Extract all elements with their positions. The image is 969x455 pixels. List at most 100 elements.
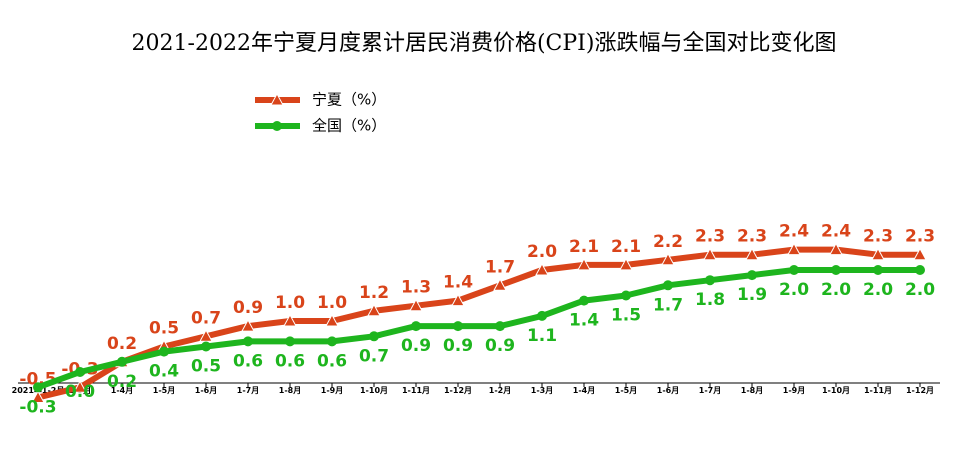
point-marker <box>73 380 87 393</box>
point-marker <box>75 367 85 377</box>
x-tick-label: 1-12月 <box>444 386 472 395</box>
x-tick-label: 1-8月 <box>279 386 301 395</box>
data-label: 1.1 <box>527 326 557 346</box>
data-label: 0.6 <box>233 351 263 371</box>
data-label: 1.3 <box>401 278 431 298</box>
point-marker <box>33 382 43 393</box>
x-tick-label: 1-7月 <box>699 386 721 395</box>
x-tick-label: 1-9月 <box>321 386 343 395</box>
x-tick-label: 1-6月 <box>657 386 679 395</box>
point-marker <box>621 290 631 301</box>
point-marker <box>705 275 715 286</box>
point-marker <box>619 257 633 271</box>
data-label: 0.9 <box>401 336 431 356</box>
series-line <box>36 267 920 391</box>
data-label: 1.0 <box>275 293 305 313</box>
data-label: 1.0 <box>317 293 347 313</box>
data-label: 1.9 <box>737 285 767 305</box>
x-tick-label: 1-12月 <box>906 386 934 395</box>
data-label: 2.0 <box>527 242 557 262</box>
point-marker <box>535 262 549 276</box>
series-line <box>37 246 920 401</box>
point-marker <box>745 247 759 261</box>
data-label: 1.4 <box>443 273 473 293</box>
x-tick-label: 1-3月 <box>531 386 553 395</box>
x-tick-label: 1-5月 <box>615 386 637 395</box>
data-label: 2.4 <box>821 222 851 242</box>
data-label: 1.8 <box>695 290 725 310</box>
point-marker <box>272 121 282 131</box>
point-marker <box>493 278 507 291</box>
point-marker <box>325 313 339 327</box>
point-marker <box>285 336 295 347</box>
point-marker <box>831 265 841 275</box>
data-label: 1.2 <box>359 283 389 303</box>
data-label: 1.7 <box>653 295 683 315</box>
point-marker <box>411 321 421 332</box>
point-marker <box>829 242 843 256</box>
point-marker <box>873 265 883 275</box>
x-tick-label: 1-5月 <box>153 386 175 395</box>
point-marker <box>117 356 127 367</box>
data-label: 2.3 <box>695 227 725 247</box>
legend-label: 全国（%） <box>312 117 386 135</box>
point-marker <box>451 293 465 307</box>
chart-title: 2021-2022年宁夏月度累计居民消费价格(CPI)涨跌幅与全国对比变化图 <box>132 31 837 56</box>
x-tick-label: 1-10月 <box>360 386 388 395</box>
point-marker <box>663 280 673 291</box>
point-marker <box>409 298 423 312</box>
data-label: 0.7 <box>191 308 221 328</box>
data-label: 2.2 <box>653 232 683 252</box>
point-marker <box>453 321 463 332</box>
legend-label: 宁夏（%） <box>312 91 386 109</box>
data-label: 2.1 <box>611 237 641 257</box>
x-tick-label: 1-4月 <box>573 386 595 395</box>
x-tick-label: 1-10月 <box>822 386 850 395</box>
data-label: 0.4 <box>149 362 179 382</box>
data-label: 2.3 <box>905 227 935 247</box>
data-label: 1.5 <box>611 306 641 326</box>
data-label: 0.9 <box>443 336 473 356</box>
data-label: 0.6 <box>275 351 305 371</box>
x-tick-label: 1-6月 <box>195 386 217 395</box>
point-marker <box>201 341 211 352</box>
point-marker <box>241 319 255 332</box>
data-label: 0.2 <box>107 372 137 392</box>
data-label: 0.0 <box>65 382 95 402</box>
data-label: 1.7 <box>485 257 515 277</box>
data-label: 2.3 <box>737 227 767 247</box>
data-label: 1.4 <box>569 311 599 331</box>
point-marker <box>367 303 381 317</box>
x-tick-label: 1-11月 <box>402 386 430 395</box>
point-marker <box>871 247 885 261</box>
point-marker <box>913 247 927 261</box>
point-marker <box>703 247 717 261</box>
point-marker <box>159 346 169 357</box>
x-tick-label: 1-8月 <box>741 386 763 395</box>
point-marker <box>747 270 757 281</box>
data-label: 0.9 <box>485 336 515 356</box>
data-label: 2.0 <box>863 280 893 300</box>
point-marker <box>537 310 547 321</box>
point-marker <box>787 242 801 256</box>
data-label: 0.7 <box>359 346 389 366</box>
x-tick-label: 1-9月 <box>783 386 805 395</box>
data-label: 0.6 <box>317 351 347 371</box>
point-marker <box>31 390 45 403</box>
point-marker <box>579 295 589 306</box>
data-label: 0.5 <box>149 319 179 339</box>
point-marker <box>327 336 337 347</box>
point-marker <box>915 265 925 275</box>
point-marker <box>199 329 213 342</box>
point-marker <box>243 336 253 347</box>
x-tick-label: 1-11月 <box>864 386 892 395</box>
point-marker <box>495 321 505 332</box>
x-tick-label: 1-4月 <box>111 386 133 395</box>
x-tick-label: 1-2月 <box>489 386 511 395</box>
point-marker <box>577 257 591 271</box>
data-label: 2.3 <box>863 227 893 247</box>
data-label: 2.0 <box>821 280 851 300</box>
data-label: 0.5 <box>191 357 221 377</box>
data-label: 0.9 <box>233 298 263 318</box>
